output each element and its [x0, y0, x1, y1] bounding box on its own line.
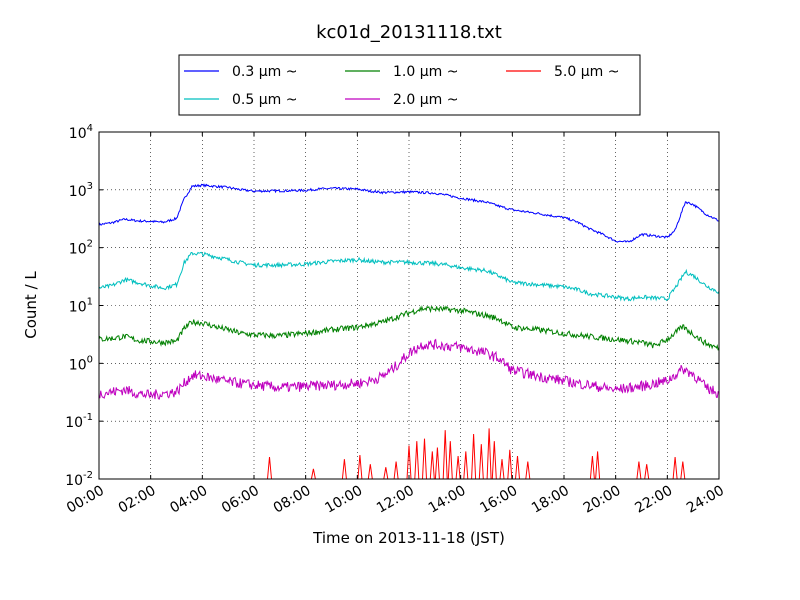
spike-5um [525, 461, 531, 480]
spike-5um [434, 447, 440, 480]
x-tick-label: 12:00 [374, 483, 417, 517]
x-tick-label: 06:00 [219, 483, 262, 517]
y-tick-label: 104 [69, 123, 93, 142]
x-tick-label: 02:00 [116, 483, 159, 517]
spike-5um [414, 441, 420, 480]
y-tick-label: 101 [69, 297, 93, 316]
legend-entry: 0.5 μm ~ [232, 92, 297, 108]
spike-5um [383, 467, 389, 480]
grid-lines [99, 132, 719, 479]
spike-5um [471, 433, 477, 480]
series-line [98, 305, 720, 351]
spike-5um [486, 428, 492, 480]
spike-5um [589, 455, 595, 480]
spike-5um [310, 468, 316, 480]
spike-5um [644, 464, 650, 480]
spike-5um [393, 461, 399, 480]
x-tick-label: 22:00 [632, 483, 675, 517]
x-tick-label: 20:00 [581, 483, 624, 517]
spike-5um [478, 444, 484, 480]
x-tick-label: 14:00 [426, 483, 469, 517]
spike-5um [595, 451, 601, 480]
x-tick-label: 24:00 [684, 483, 727, 517]
legend-entry: 0.3 μm ~ [232, 64, 297, 80]
series-line [98, 183, 720, 243]
spike-5um [636, 461, 642, 480]
x-tick-label: 08:00 [271, 483, 314, 517]
legend-entry: 1.0 μm ~ [393, 64, 458, 80]
legend-entry: 5.0 μm ~ [554, 64, 619, 80]
spike-5um [429, 451, 435, 480]
spike-5um [455, 455, 461, 480]
x-tick-label: 10:00 [322, 483, 365, 517]
legend-entry: 2.0 μm ~ [393, 92, 458, 108]
x-axis-label: Time on 2013-11-18 (JST) [312, 529, 505, 547]
chart-title: kc01d_20131118.txt [316, 22, 502, 43]
legend-box [178, 54, 641, 116]
spike-5um [442, 430, 448, 480]
y-tick-label: 102 [69, 239, 93, 258]
spike-5um [447, 441, 453, 480]
y-axis-label: Count / L [22, 271, 40, 339]
legend: 0.3 μm ~ 0.5 μm ~ 1.0 μm ~ 2.0 μm ~ 5.0 μm ~ [178, 54, 641, 116]
spike-5um [515, 455, 520, 480]
spike-5um [680, 461, 686, 480]
spike-5um [672, 456, 678, 480]
spike-5um [499, 459, 505, 480]
spike-5um [406, 445, 412, 480]
spike-5um [507, 449, 513, 480]
x-tick-label: 04:00 [167, 483, 210, 517]
series-line [98, 338, 720, 400]
spike-5um [357, 454, 363, 480]
y-tick-label: 103 [69, 181, 93, 200]
y-tick-label: 100 [69, 354, 93, 373]
spike-5um [267, 456, 272, 480]
y-tick-label: 10-2 [65, 470, 93, 489]
spike-5um [463, 451, 469, 480]
series-line [98, 251, 720, 302]
spike-5um [422, 438, 427, 480]
x-tick-label: 16:00 [477, 483, 520, 517]
spike-5um [367, 464, 373, 480]
spike-5um [341, 459, 347, 480]
x-tick-label: 18:00 [529, 483, 572, 517]
series-lines [98, 183, 720, 480]
spike-5um [491, 441, 497, 480]
y-tick-label: 10-1 [65, 412, 93, 431]
